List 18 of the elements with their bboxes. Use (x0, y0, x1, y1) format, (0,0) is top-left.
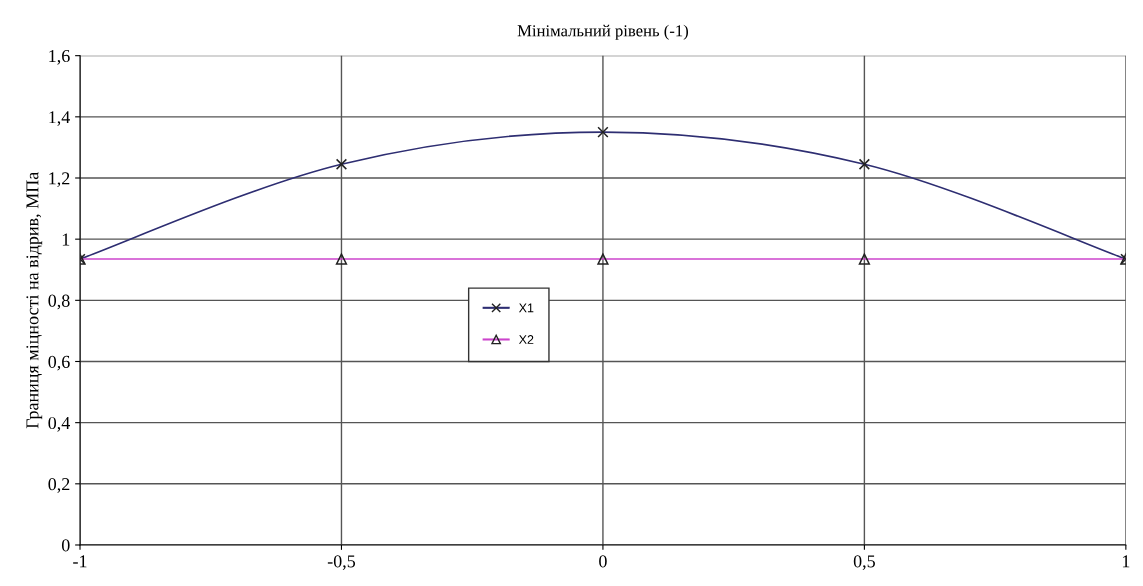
y-tick-label: 0 (61, 539, 70, 552)
y-axis-title: Границя міцності на відрив, МПа (26, 172, 43, 429)
legend-label: X2 (518, 335, 534, 344)
y-tick-label: 1,2 (49, 172, 70, 188)
y-tick-label: 0,2 (48, 478, 70, 493)
y-tick-label: 0,6 (48, 355, 70, 371)
y-tick-label: 0,8 (48, 294, 70, 310)
x-tick-label: -0,5 (327, 555, 356, 571)
x-tick-label: 1 (1122, 555, 1130, 568)
x-tick-label: -1 (73, 555, 87, 568)
y-tick-label: 1,4 (49, 111, 71, 126)
legend-label: X1 (518, 303, 534, 313)
y-tick-label: 0,4 (48, 416, 71, 432)
chart-title: Мінімальний рівень (-1) (517, 24, 689, 40)
x-tick-label: 0 (599, 555, 607, 568)
y-tick-label: 1 (62, 233, 70, 246)
y-tick-label: 1,6 (49, 49, 70, 65)
x-tick-label: 0,5 (853, 555, 875, 571)
